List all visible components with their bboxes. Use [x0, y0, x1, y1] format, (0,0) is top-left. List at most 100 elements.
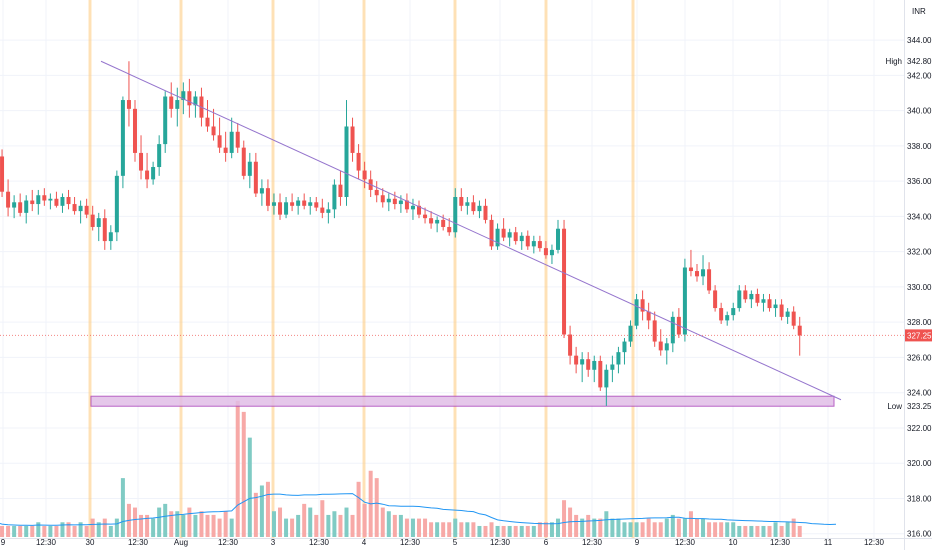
volume-bar [749, 525, 754, 537]
candle-body [779, 304, 784, 317]
candle [429, 211, 434, 229]
candle [386, 193, 391, 212]
y-tick-label: 338.00 [907, 142, 932, 151]
volume-bar [707, 522, 712, 537]
volume-bar [253, 492, 258, 537]
candle [108, 225, 113, 250]
volume-bar [543, 522, 548, 537]
candle-body [701, 269, 706, 277]
x-tick-label: 5 [453, 538, 458, 547]
candle [157, 135, 162, 176]
candle [259, 179, 264, 206]
volume-bar [713, 522, 718, 537]
candle [30, 189, 35, 212]
candle-body [646, 311, 651, 321]
volume-bar [580, 518, 585, 537]
candle [483, 198, 488, 224]
candle-body [610, 364, 615, 370]
volume-bar [725, 522, 730, 537]
candle [278, 193, 283, 220]
candle [489, 214, 494, 250]
candle [320, 198, 325, 219]
candle [701, 255, 706, 286]
candle-body [477, 205, 482, 212]
candle-body [598, 360, 603, 388]
candle [90, 205, 95, 231]
candle-body [622, 341, 627, 353]
candle [96, 212, 101, 242]
x-tick-label: 12:30 [490, 538, 511, 547]
candle [519, 232, 524, 250]
volume-bar [96, 522, 101, 537]
volume-bar [0, 525, 5, 537]
volume-bar [6, 525, 11, 537]
trendline[interactable] [100, 60, 842, 401]
candle-body [501, 228, 506, 238]
x-tick-label: 12:30 [309, 538, 330, 547]
candle [664, 338, 669, 365]
volume-bar [501, 525, 506, 537]
volume-bar [507, 525, 512, 537]
candle [151, 161, 156, 185]
time-axis[interactable]: 9 12:30 30 12:30 Aug 12:30 3 12:30 4 12:30 5 12:30 6… [0, 538, 932, 547]
volume-bar [193, 514, 198, 537]
volume-bar [531, 525, 536, 537]
candle [296, 197, 301, 215]
candle-body [549, 249, 554, 256]
volume-bar [719, 522, 724, 537]
candle [453, 188, 458, 238]
volume-bar [386, 511, 391, 537]
candle-body [568, 334, 573, 356]
volume-bar [163, 503, 168, 537]
candle-body [296, 200, 301, 206]
candle [555, 219, 560, 254]
candle-body [731, 308, 736, 316]
x-tick-label: 12:30 [582, 538, 603, 547]
x-tick-label: 4 [362, 538, 367, 547]
support-zone[interactable] [90, 395, 835, 407]
candle [247, 152, 252, 189]
candle [0, 149, 5, 197]
candle-body [193, 96, 198, 106]
candle-body [24, 200, 29, 213]
volume-bar [743, 525, 748, 537]
candle [531, 235, 536, 254]
candle-body [386, 198, 391, 203]
volume-bar [36, 522, 41, 537]
candle-body [126, 100, 131, 109]
candle-body [694, 271, 699, 277]
volume-bar [628, 522, 633, 537]
volume-bar [271, 511, 276, 537]
candle-body [84, 205, 89, 215]
volume-bar [658, 522, 663, 537]
volume-bar [120, 478, 125, 537]
volume-bar [84, 525, 89, 537]
candle-body [344, 126, 349, 197]
candle-body [66, 197, 71, 205]
volume-bar [356, 481, 361, 537]
candle [12, 195, 17, 219]
y-tick-label: 318.00 [907, 494, 932, 503]
candle [302, 193, 307, 210]
candle-body [441, 219, 446, 227]
candle-body [265, 188, 270, 206]
volume-bar [302, 503, 307, 537]
candle [676, 308, 681, 339]
price-axis[interactable]: 344.00 342.00 340.00 338.00 336.00 334.00 332.… [883, 0, 932, 550]
candle-body [682, 267, 687, 335]
candle [78, 200, 83, 224]
candle [435, 216, 440, 233]
candle [465, 197, 470, 215]
volume-bar [767, 525, 772, 537]
volume-bar [78, 522, 83, 537]
candle [749, 290, 754, 309]
candle [477, 200, 482, 219]
candle [139, 135, 144, 180]
volume-bar [308, 507, 313, 537]
x-tick-label: Aug [174, 538, 188, 547]
candle [211, 108, 216, 141]
candle [640, 290, 645, 321]
candle [568, 325, 573, 365]
